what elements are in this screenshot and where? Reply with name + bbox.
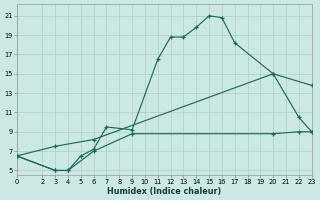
X-axis label: Humidex (Indice chaleur): Humidex (Indice chaleur) [107,187,221,196]
